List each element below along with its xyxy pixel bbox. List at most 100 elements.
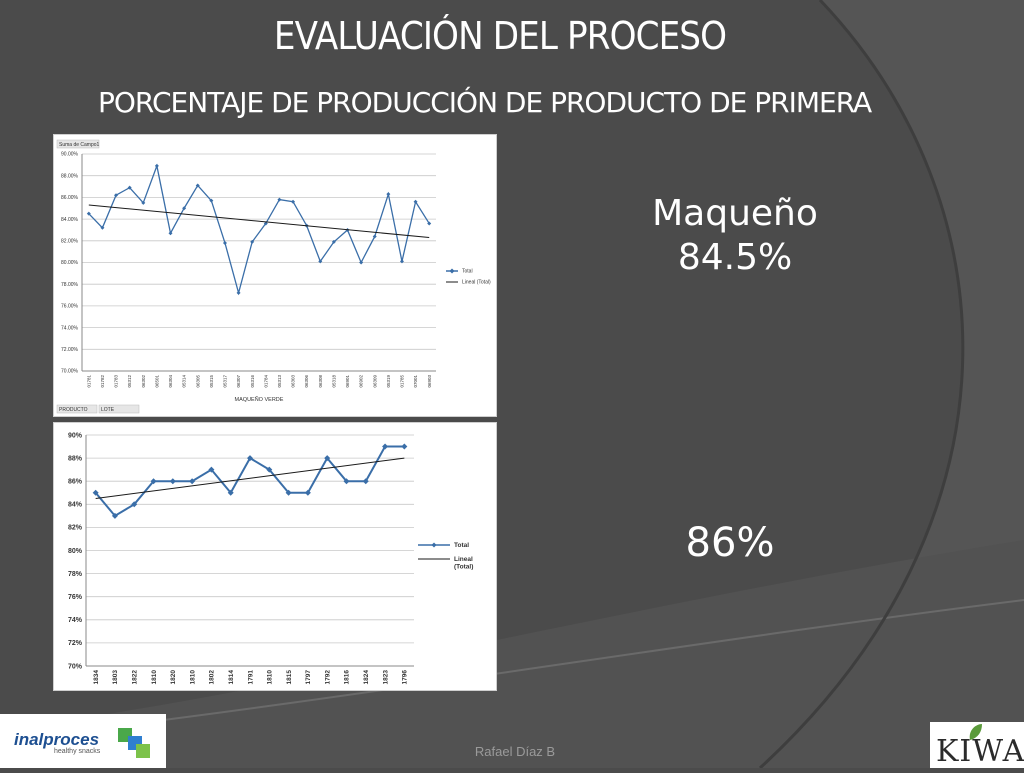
data-point bbox=[324, 455, 331, 462]
x-tick-label: 1810 bbox=[189, 670, 196, 685]
data-point bbox=[154, 163, 159, 168]
x-tick-label: 06902 bbox=[359, 375, 364, 388]
data-point bbox=[227, 489, 234, 496]
data-point bbox=[111, 512, 118, 519]
y-tick-label: 86% bbox=[68, 479, 83, 486]
y-tick-label: 86.00% bbox=[61, 195, 79, 201]
metric-maqueno-value: 84.5% bbox=[677, 237, 793, 278]
y-tick-label: 74.00% bbox=[61, 325, 79, 331]
y-tick-label: 74% bbox=[68, 617, 83, 624]
x-tick-label: 06901 bbox=[345, 375, 350, 388]
x-tick-label: 1824 bbox=[363, 670, 370, 685]
data-point bbox=[401, 443, 408, 450]
data-point bbox=[343, 478, 350, 485]
metric-maqueno-label: Maqueño bbox=[652, 193, 818, 234]
x-tick-label: 06302 bbox=[141, 375, 146, 388]
y-tick-label: 72% bbox=[68, 640, 83, 647]
y-tick-label: 78% bbox=[68, 571, 83, 578]
data-point bbox=[277, 197, 282, 202]
chart-maqueno-svg: Suma de Campo1 70.00% 72.00% 74.00% 76.00% 78… bbox=[56, 139, 491, 414]
x-tick-label: 01784 bbox=[263, 375, 268, 388]
y-tick-label: 80% bbox=[68, 548, 83, 555]
data-point bbox=[399, 259, 404, 264]
x-tick-label: 1797 bbox=[305, 670, 312, 685]
x-tick-label: 05316 bbox=[250, 375, 255, 388]
y-tick-label: 88.00% bbox=[61, 173, 79, 179]
x-tick-label: 06501 bbox=[154, 375, 159, 388]
data-point bbox=[250, 239, 255, 244]
data-point bbox=[413, 199, 418, 204]
data-point bbox=[359, 260, 364, 265]
y-tick-label: 78.00% bbox=[61, 282, 79, 288]
data-point bbox=[372, 234, 377, 239]
data-point bbox=[362, 478, 369, 485]
filter-button bbox=[56, 404, 98, 414]
inalproces-logo: inalproces healthy snacks bbox=[0, 714, 166, 768]
data-point bbox=[150, 478, 157, 485]
x-axis-title: MAQUEÑO VERDE bbox=[235, 396, 284, 403]
x-tick-label: 1802 bbox=[209, 670, 216, 685]
x-tick-label: 1791 bbox=[247, 670, 254, 685]
data-point bbox=[382, 443, 389, 450]
y-tick-label: 76.00% bbox=[61, 304, 79, 310]
slide-subtitle: PORCENTAJE DE PRODUCCIÓN DE PRODUCTO DE … bbox=[98, 86, 872, 119]
x-tick-label: 1823 bbox=[382, 670, 389, 685]
x-tick-label: 1834 bbox=[93, 670, 100, 685]
series-line-trend bbox=[88, 204, 430, 239]
metric-second-value: 86% bbox=[685, 520, 775, 566]
x-tick-label: 05319 bbox=[386, 375, 391, 388]
data-point bbox=[182, 206, 187, 211]
chart-second: 70% 72% 74% 76% 78% 80% 82% 84% 86% 88% 90% 1834 180… bbox=[53, 422, 497, 691]
data-point bbox=[195, 183, 200, 188]
inalproces-logo-mark bbox=[118, 728, 150, 758]
x-tick-label: 06309 bbox=[372, 375, 377, 388]
data-point bbox=[427, 221, 432, 226]
data-point bbox=[208, 466, 215, 473]
series-line-total bbox=[88, 163, 430, 296]
legend-marker-total bbox=[449, 268, 455, 274]
x-tick-label: 06305 bbox=[195, 375, 200, 388]
legend-label-trend: Lineal (Total) bbox=[462, 280, 491, 286]
footer-author: Rafael Díaz B bbox=[474, 744, 556, 759]
pivot-field-label: Suma de Campo1 bbox=[59, 142, 100, 148]
data-point bbox=[236, 290, 241, 295]
y-tick-label: 88% bbox=[68, 455, 83, 462]
x-tick-label: 05312 bbox=[127, 375, 132, 388]
x-tick-label: 06307 bbox=[236, 375, 241, 388]
x-tick-label: 1816 bbox=[344, 670, 351, 685]
data-point bbox=[100, 225, 105, 230]
x-tick-label: 06303 bbox=[291, 375, 296, 388]
x-tick-label: 05317 bbox=[223, 375, 228, 388]
x-tick-label: 05313 bbox=[277, 375, 282, 388]
data-point bbox=[222, 240, 227, 245]
data-point bbox=[304, 489, 311, 496]
x-tick-label: 05315 bbox=[209, 375, 214, 388]
slide-title: EVALUACIÓN DEL PROCESO bbox=[273, 14, 727, 58]
data-point bbox=[285, 489, 292, 496]
kiwa-logo: KIWA bbox=[930, 722, 1024, 769]
legend-label-trend: Lineal (Total) bbox=[454, 556, 473, 571]
kiwa-leaf-icon bbox=[969, 724, 982, 740]
y-tick-label: 82% bbox=[68, 525, 83, 532]
x-tick-label: 06903 bbox=[427, 375, 432, 388]
legend-label-total: Total bbox=[454, 542, 469, 549]
y-tick-label: 84% bbox=[68, 502, 83, 509]
x-tick-label: 1822 bbox=[132, 670, 139, 685]
data-point bbox=[131, 501, 138, 508]
legend-marker-total bbox=[431, 542, 437, 548]
x-tick-label: 1815 bbox=[286, 670, 293, 685]
data-point bbox=[168, 231, 173, 236]
x-tick-label: 1820 bbox=[170, 670, 177, 685]
metric-maqueno: Maqueño 84.5% bbox=[630, 192, 840, 280]
pivot-field-button bbox=[56, 139, 100, 149]
legend-label-total: Total bbox=[462, 269, 473, 275]
y-tick-label: 84.00% bbox=[61, 217, 79, 223]
data-point bbox=[189, 478, 196, 485]
x-tick-label: 1796 bbox=[402, 670, 409, 685]
chart-maqueno: Suma de Campo1 70.00% 72.00% 74.00% 76.00% 78… bbox=[53, 134, 497, 417]
data-point bbox=[291, 199, 296, 204]
x-tick-label: 1810 bbox=[267, 670, 274, 685]
y-tick-label: 70.00% bbox=[61, 369, 79, 375]
filter-button-label: PRODUCTO bbox=[59, 407, 88, 413]
x-tick-label: 1814 bbox=[228, 670, 235, 685]
